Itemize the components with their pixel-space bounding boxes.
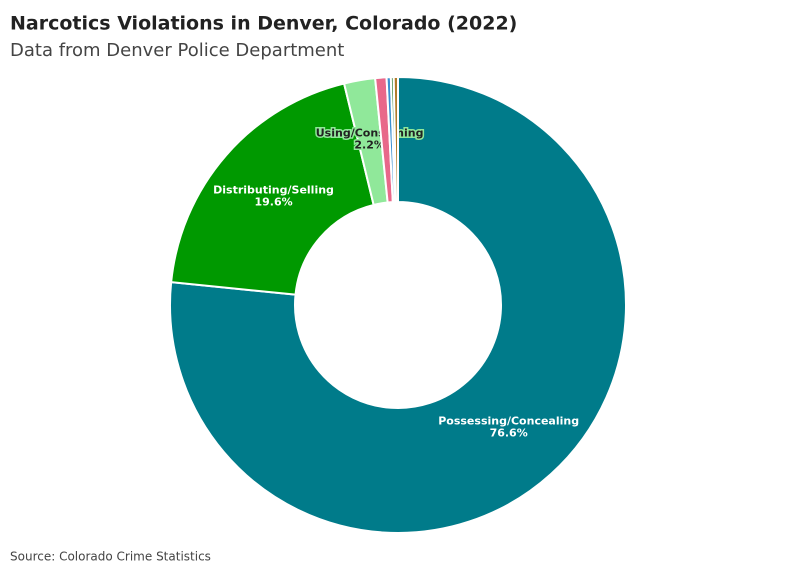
chart-title: Narcotics Violations in Denver, Colorado… (10, 13, 517, 35)
chart-source: Source: Colorado Crime Statistics (10, 550, 211, 564)
slice-label: Distributing/Selling (213, 184, 334, 197)
slice (169, 75, 627, 534)
slice (170, 82, 375, 296)
slice-value-label: 2.2% (354, 138, 385, 151)
slice-value-label: 19.6% (254, 196, 292, 209)
slice-label: Possessing/Concealing (438, 414, 579, 427)
slice (392, 75, 399, 204)
chart-subtitle: Data from Denver Police Department (10, 40, 344, 61)
slice-value-label: 76.6% (490, 426, 528, 439)
